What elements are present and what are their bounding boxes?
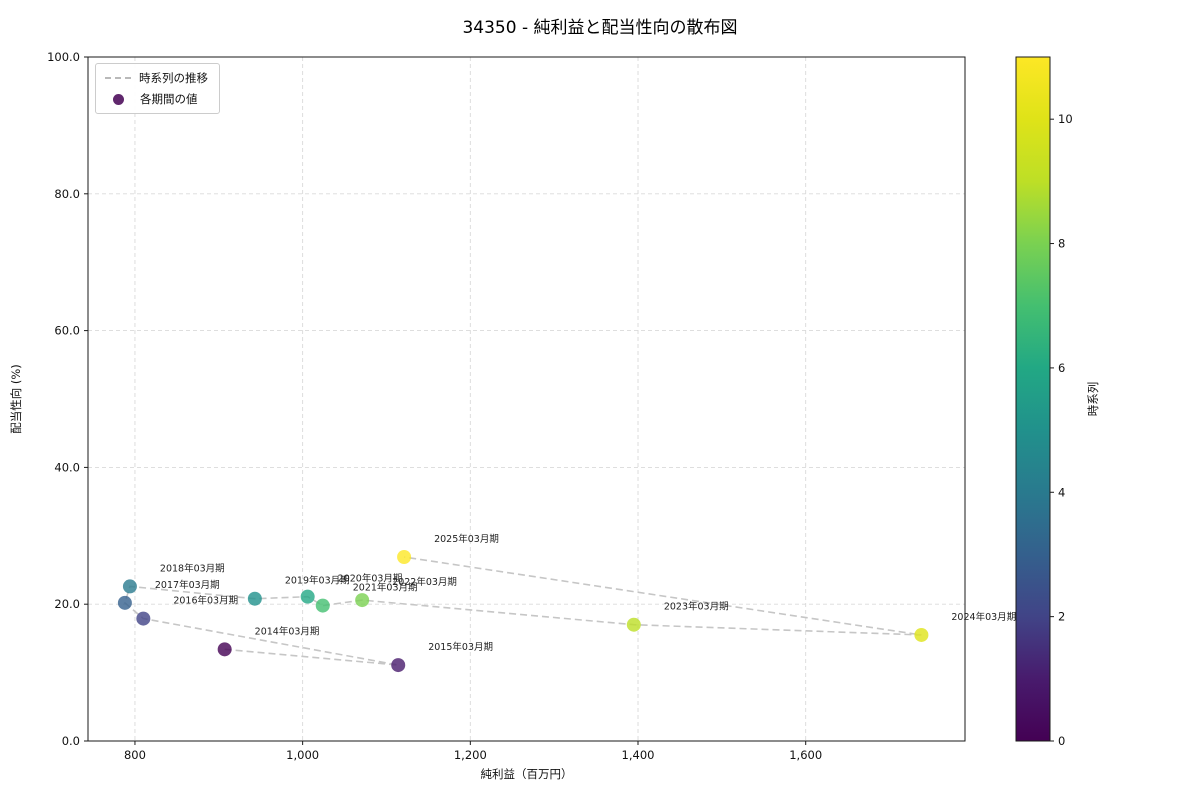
point-annotation: 2020年03月期 — [338, 573, 403, 585]
data-point — [217, 642, 232, 657]
data-point — [355, 593, 370, 608]
colorbar-frame — [1015, 56, 1051, 742]
point-annotation: 2022年03月期 — [392, 576, 457, 588]
x-tick-label: 1,400 — [622, 748, 655, 762]
y-tick-label: 60.0 — [54, 324, 80, 338]
colorbar-tick-label: 4 — [1058, 485, 1065, 499]
data-point — [247, 591, 262, 606]
legend-item-marker: 各期間の値 — [105, 91, 208, 107]
x-tick-label: 1,600 — [789, 748, 822, 762]
colorbar-label: 時系列 — [1086, 381, 1100, 417]
point-annotation: 2021年03月期 — [353, 582, 418, 594]
legend-marker-label: 各期間の値 — [140, 92, 198, 106]
y-tick-label: 80.0 — [54, 187, 80, 201]
data-point — [315, 598, 330, 613]
colorbar-tick-label: 0 — [1058, 734, 1065, 748]
data-point — [122, 579, 137, 594]
time-series-line — [123, 556, 922, 666]
x-axis-label: 純利益（百万円） — [480, 767, 573, 781]
axes-frame — [87, 56, 966, 742]
legend-line-label: 時系列の推移 — [139, 71, 208, 85]
colorbar-tick-label: 8 — [1058, 237, 1065, 251]
colorbar — [1016, 57, 1050, 741]
y-tick-label: 40.0 — [54, 460, 80, 474]
data-point — [397, 550, 412, 565]
point-annotation: 2023年03月期 — [664, 601, 729, 613]
colorbar-tick-label: 2 — [1058, 610, 1065, 624]
data-point — [914, 627, 929, 642]
point-annotation: 2016年03月期 — [173, 595, 238, 607]
dashed-line-swatch — [105, 77, 131, 79]
point-annotation: 2025年03月期 — [434, 533, 499, 545]
data-point — [391, 658, 406, 673]
y-axis-label: 配当性向 (%) — [9, 364, 23, 434]
y-tick-label: 0.0 — [62, 734, 80, 748]
colorbar-tick-label: 10 — [1058, 112, 1073, 126]
chart-title: 34350 - 純利益と配当性向の散布図 — [462, 18, 738, 38]
point-annotation: 2017年03月期 — [155, 579, 220, 591]
x-tick-label: 1,200 — [454, 748, 487, 762]
data-point — [117, 595, 132, 610]
y-tick-label: 20.0 — [54, 597, 80, 611]
data-point — [300, 589, 315, 604]
marker-swatch — [113, 93, 124, 105]
point-annotation: 2015年03月期 — [428, 641, 493, 653]
y-tick-label: 100.0 — [47, 50, 80, 64]
legend: 時系列の推移 各期間の値 — [95, 63, 220, 114]
colorbar-tick-label: 6 — [1058, 361, 1065, 375]
data-point — [626, 617, 641, 632]
point-annotation: 2019年03月期 — [285, 575, 350, 587]
legend-item-line: 時系列の推移 — [105, 70, 208, 86]
point-annotation: 2024年03月期 — [951, 611, 1016, 623]
point-annotation: 2014年03月期 — [255, 625, 320, 637]
x-tick-label: 1,000 — [286, 748, 319, 762]
point-annotation: 2018年03月期 — [160, 562, 225, 574]
data-point — [136, 611, 151, 626]
x-tick-label: 800 — [124, 748, 146, 762]
